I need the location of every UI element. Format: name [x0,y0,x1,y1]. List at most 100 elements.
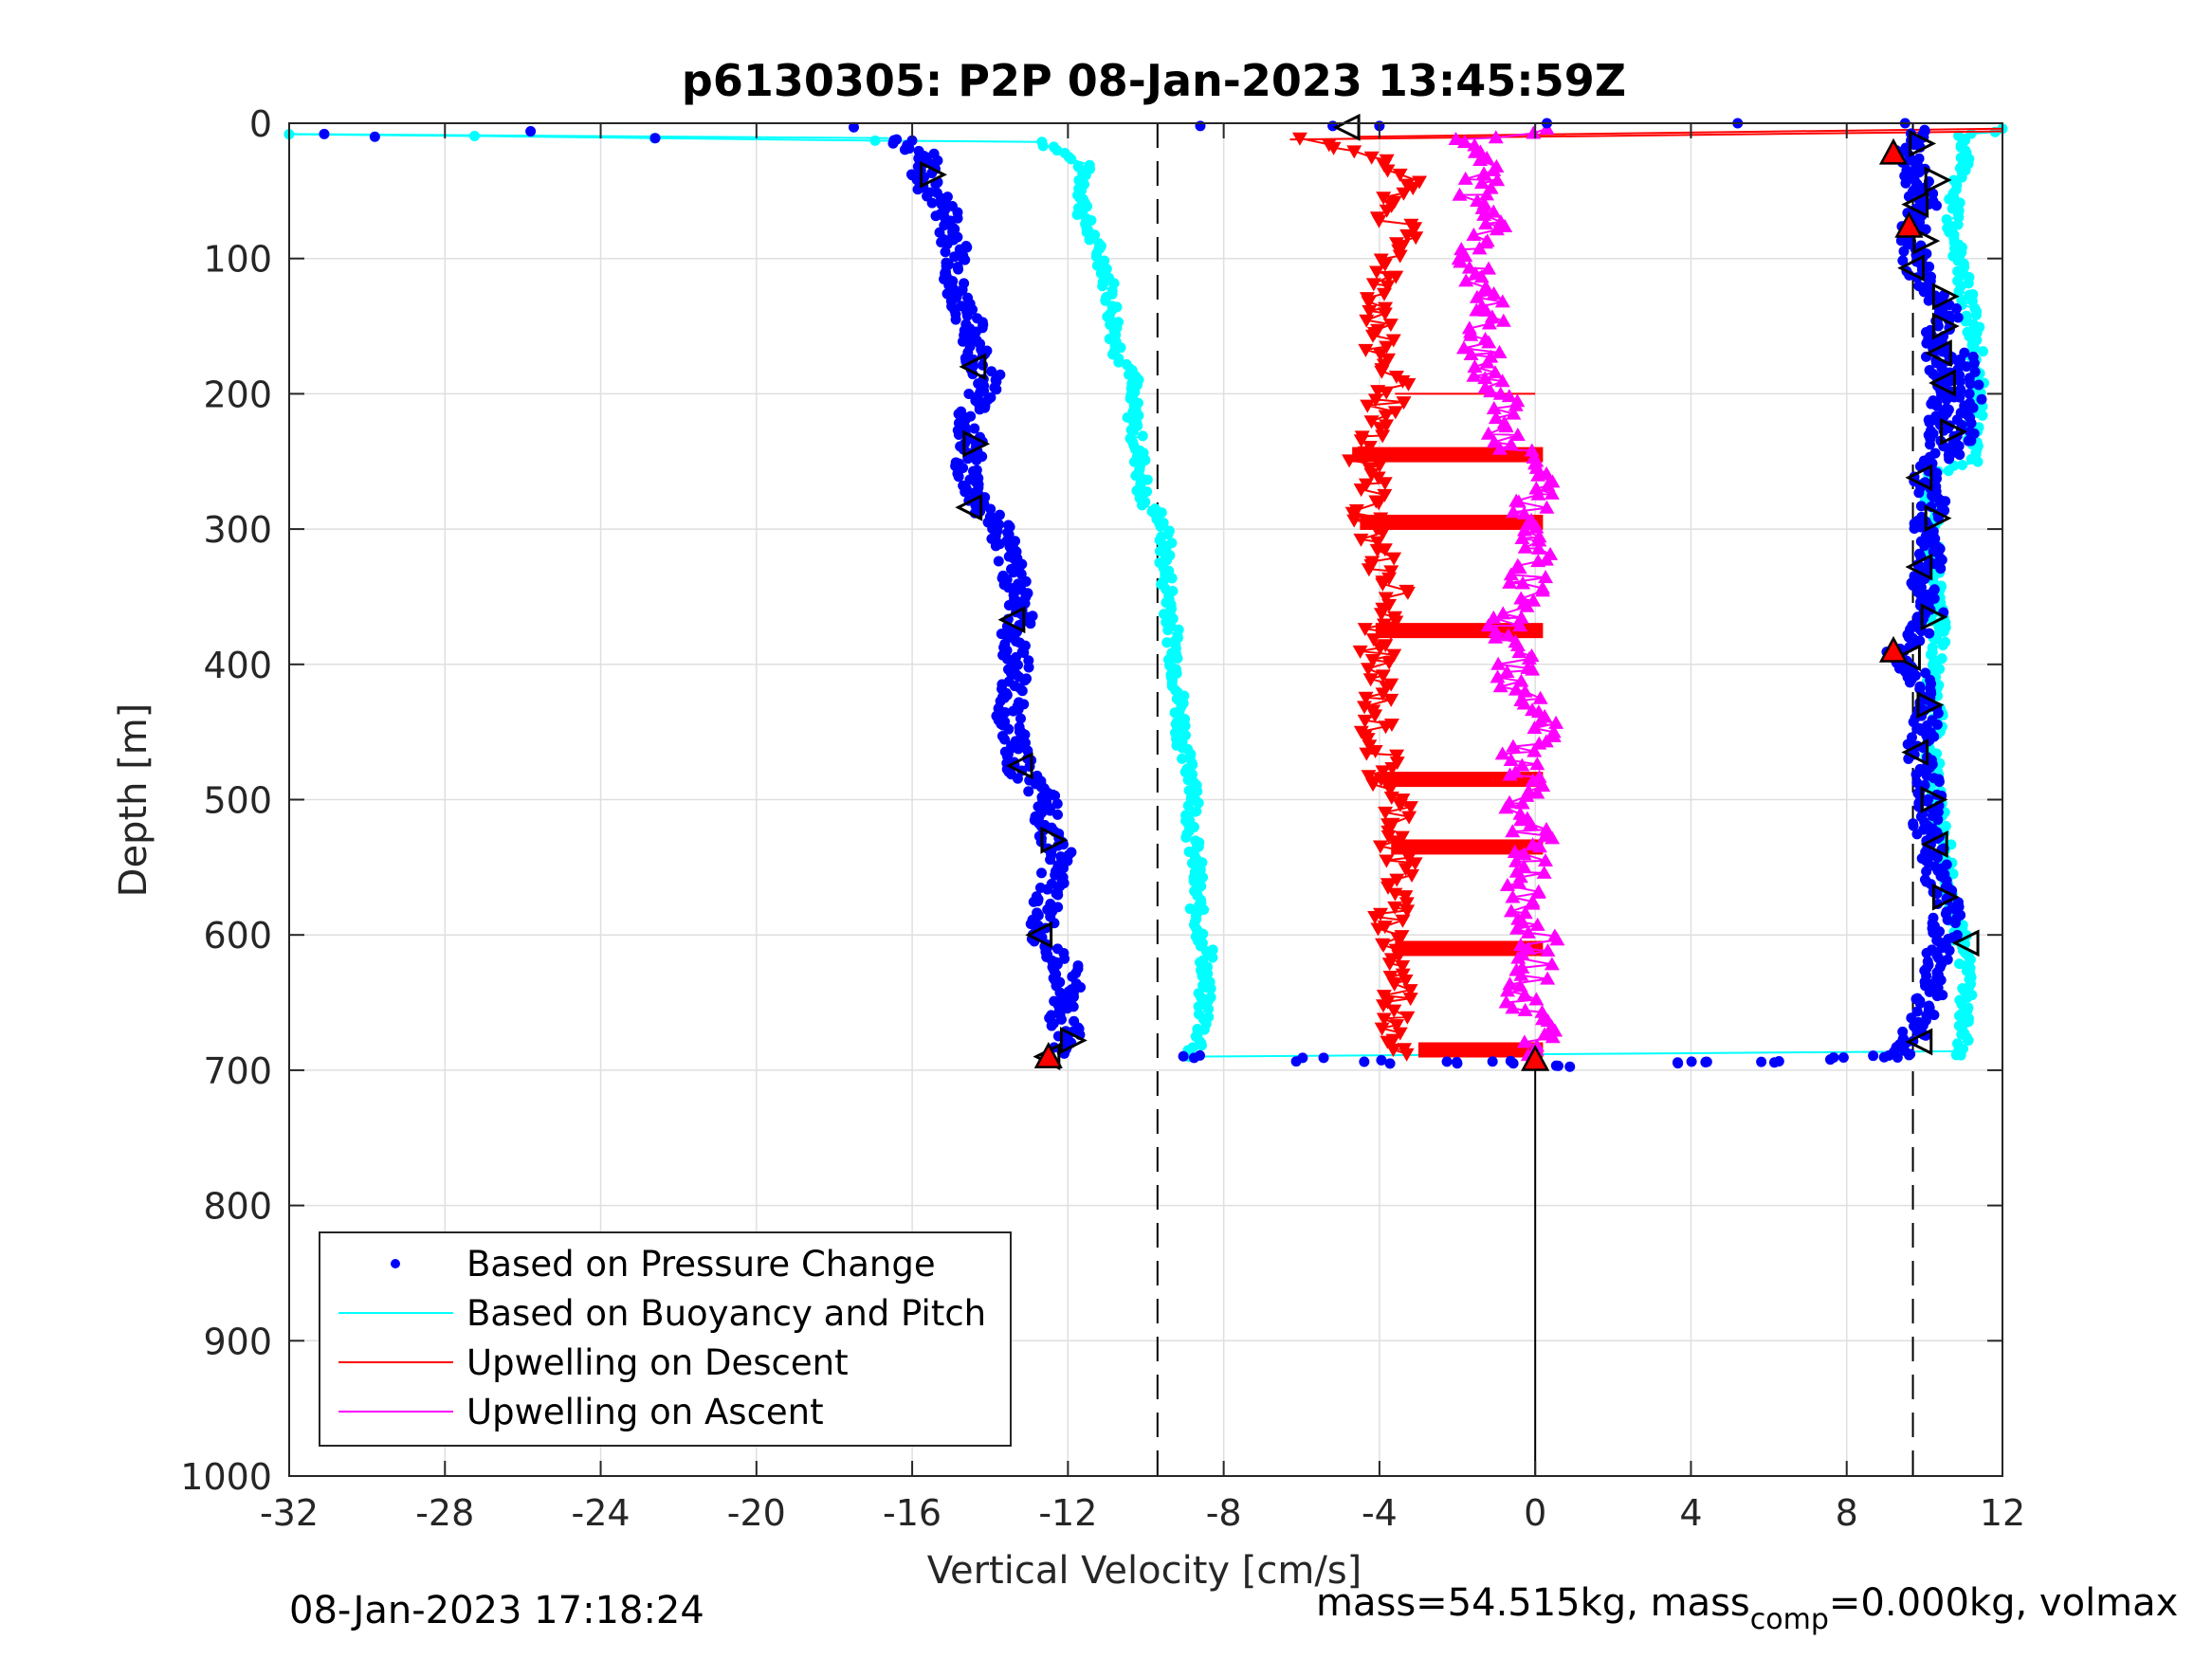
upwelling-ascent-marker [1498,994,1514,1009]
upwelling-ascent-marker [1520,660,1536,674]
pressure-point [953,429,964,441]
upwelling-descent-marker [1402,984,1418,998]
upwelling-descent-marker [1389,749,1405,763]
pressure-point [1914,548,1926,559]
heading-marker [1924,339,1952,368]
pressure-point [1868,1050,1879,1062]
upwelling-descent-marker [1367,709,1383,723]
pressure-point [1920,224,1931,235]
y-tick-label: 100 [203,239,272,281]
pressure-point [953,264,964,275]
upwelling-descent-marker [1407,857,1423,871]
upwelling-ascent-marker [1516,859,1532,873]
pressure-point [1878,1051,1890,1063]
upwelling-ascent-marker [1491,441,1508,455]
upwelling-ascent-marker [1537,852,1553,866]
pressure-point [1964,388,1975,399]
upwelling-ascent-marker [1477,371,1493,385]
pressure-point [991,384,1002,395]
pressure-point [926,197,938,209]
upwelling-ascent-marker [1488,130,1504,144]
upwelling-descent-marker [1401,811,1417,825]
pressure-point [1928,195,1939,207]
event-marker [1878,137,1909,165]
upwelling-descent-marker [1346,145,1362,159]
axes: -32 -28 -24 -20 -16 -12 -8 -4 0 4 8 12 0 100 200 300 400… [180,103,2025,1534]
buoyancy-point [1161,637,1173,648]
pressure-point [1929,447,1941,459]
pressure-point [1916,511,1928,522]
mass-suffix: =0.000kg, volmax [1828,1581,2179,1625]
buoyancy-point [1953,130,1965,141]
upwelling-ascent-marker [1486,286,1502,301]
upwelling-ascent-marker [1524,443,1540,457]
upwelling-ascent-marker [1470,193,1486,208]
upwelling-descent-marker [1357,701,1373,715]
pressure-point [1914,681,1926,692]
x-tick-label: 0 [1524,1492,1546,1534]
upwelling-ascent-marker [1512,938,1528,952]
upwelling-ascent-marker [1467,359,1483,374]
upwelling-descent-marker [1365,778,1381,793]
upwelling-ascent-marker [1502,574,1518,589]
buoyancy-point [1155,520,1166,532]
pressure-point [953,471,964,483]
pressure-point [1042,884,1053,895]
upwelling-descent-marker [1385,334,1401,348]
upwelling-descent-marker [1369,543,1385,557]
upwelling-descent-marker [1372,642,1388,656]
upwelling-descent-marker [1383,693,1399,707]
pressure-point [930,210,941,222]
upwelling-ascent-marker [1519,811,1535,825]
upwelling-ascent-marker [1544,485,1560,500]
upwelling-ascent-marker [1512,618,1528,632]
pressure-point [899,144,910,155]
upwelling-descent-marker [1364,654,1380,668]
upwelling-ascent-marker [1512,806,1528,820]
upwelling-ascent-marker [1507,844,1523,858]
heading-marker [1025,921,1053,949]
heading-marker [1901,191,1929,219]
upwelling-ascent-marker [1526,125,1542,139]
upwelling-descent-marker [1400,377,1417,392]
upwelling-descent-surface-line [1360,127,2003,138]
y-tick-label: 200 [203,374,272,415]
upwelling-ascent-marker [1461,320,1477,335]
pressure-point [1915,501,1927,512]
upwelling-ascent-marker [1525,894,1541,908]
legend-swatch-pressure [391,1259,400,1268]
upwelling-ascent-marker [1521,783,1537,797]
upwelling-descent-marker [1380,270,1397,284]
upwelling-ascent-marker [1458,273,1474,287]
buoyancy-point [1197,872,1209,884]
legend: Based on Pressure Change Based on Buoyanc… [319,1231,1012,1447]
heading-marker [962,429,991,458]
upwelling-descent-marker [1375,999,1391,1013]
upwelling-descent-marker [1380,818,1397,832]
upwelling-descent-marker [1375,429,1391,444]
upwelling-ascent-marker [1525,773,1541,787]
heading-marker [1929,369,1956,397]
upwelling-descent-marker [1372,422,1388,436]
y-tick-label: 600 [203,915,272,957]
upwelling-descent-marker [1376,939,1392,953]
upwelling-descent-marker [1376,1012,1392,1027]
upwelling-ascent-marker [1469,289,1485,303]
upwelling-descent-marker [1359,747,1375,761]
upwelling-descent-marker [1380,1035,1396,1049]
upwelling-ascent-marker [1495,606,1511,620]
event-marker [1521,1044,1550,1071]
upwelling-ascent-marker [1466,368,1482,382]
event-markers [1033,137,1924,1071]
pressure-point [1008,705,1019,717]
upwelling-ascent-marker [1480,618,1496,632]
upwelling-descent-marker [1385,1044,1401,1058]
upwelling-ascent-marker [1488,624,1504,638]
upwelling-ascent-marker [1514,757,1530,772]
heading-marker [997,606,1026,634]
upwelling-ascent-marker [1490,173,1506,187]
y-tick-label: 0 [249,103,272,145]
upwelling-descent-band [1417,1042,1544,1058]
upwelling-ascent-marker [1453,242,1470,256]
pressure-point [985,503,996,515]
